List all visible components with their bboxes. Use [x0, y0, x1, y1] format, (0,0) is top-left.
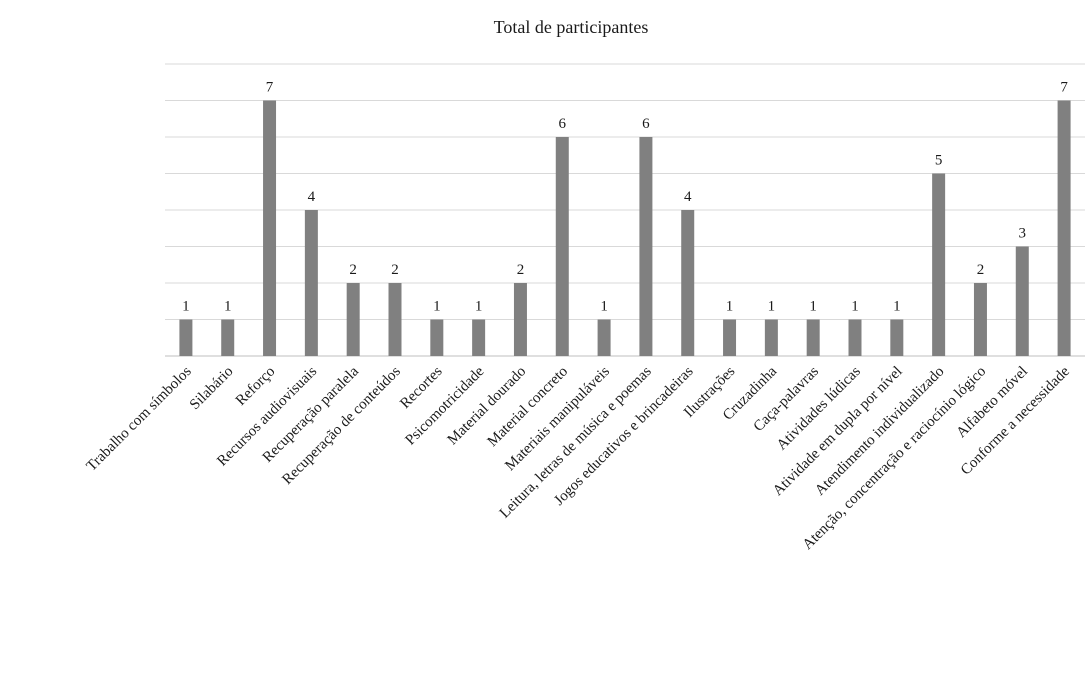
bar — [513, 283, 527, 356]
bar — [1057, 100, 1071, 356]
data-label: 1 — [475, 299, 483, 315]
data-label: 6 — [642, 116, 650, 132]
data-label: 1 — [433, 299, 441, 315]
bar — [472, 319, 486, 356]
bar — [263, 100, 277, 356]
data-label: 1 — [224, 299, 232, 315]
bar — [639, 137, 653, 356]
chart-title: Total de participantes — [494, 17, 649, 37]
bar — [179, 319, 193, 356]
bar — [973, 283, 987, 356]
data-label: 1 — [600, 299, 608, 315]
bar — [932, 173, 946, 356]
bar — [1015, 246, 1029, 356]
data-label: 2 — [977, 262, 985, 278]
bar — [304, 210, 318, 356]
bar — [890, 319, 904, 356]
data-label: 2 — [517, 262, 525, 278]
bar — [764, 319, 778, 356]
bar — [723, 319, 737, 356]
x-tick-labels: Trabalho com símbolosSilabárioReforçoRec… — [84, 363, 1074, 553]
data-label: 4 — [684, 189, 692, 205]
data-labels: 1 1 7 4 2 2 1 1 2 6 1 6 4 1 1 1 1 1 5 2 3 7 — [182, 80, 1068, 315]
data-label: 7 — [266, 80, 274, 96]
data-label: 1 — [182, 299, 190, 315]
bar — [555, 137, 569, 356]
data-label: 6 — [559, 116, 567, 132]
bar — [346, 283, 360, 356]
bar — [681, 210, 695, 356]
bar — [430, 319, 444, 356]
data-label: 4 — [308, 189, 316, 205]
bar — [221, 319, 235, 356]
bar — [848, 319, 862, 356]
data-label: 2 — [391, 262, 399, 278]
data-label: 1 — [809, 299, 817, 315]
data-label: 7 — [1060, 80, 1068, 96]
x-tick-label: Leitura, letras de música e poemas — [497, 363, 655, 521]
data-label: 5 — [935, 153, 943, 169]
data-label: 1 — [768, 299, 776, 315]
gridlines — [165, 63, 1085, 357]
data-label: 1 — [893, 299, 901, 315]
data-label: 2 — [349, 262, 357, 278]
data-label: 1 — [726, 299, 734, 315]
x-tick-label: Silabário — [187, 364, 237, 414]
bars — [179, 100, 1071, 356]
data-label: 3 — [1019, 226, 1027, 242]
bar — [597, 319, 611, 356]
bar — [388, 283, 402, 356]
x-tick-label: Trabalho com símbolos — [84, 363, 195, 474]
bar — [806, 319, 820, 356]
data-label: 1 — [851, 299, 859, 315]
